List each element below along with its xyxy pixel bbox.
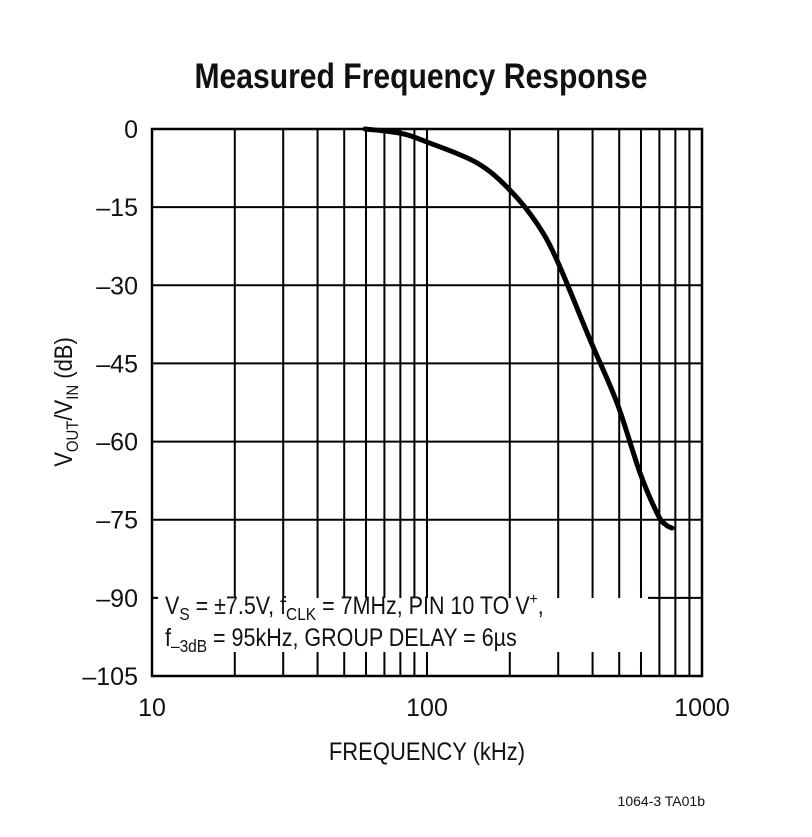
y-tick-label: –15: [96, 194, 138, 222]
chart-title: Measured Frequency Response: [194, 56, 647, 96]
series-line: [362, 126, 675, 531]
y-tick-label: –30: [96, 272, 138, 300]
x-axis-label: FREQUENCY (kHz): [329, 738, 525, 766]
footnote: 1064-3 TA01b: [618, 793, 706, 809]
y-tick-label: –75: [96, 507, 138, 535]
y-tick-label: –105: [82, 663, 138, 691]
y-tick-label: –45: [96, 350, 138, 378]
x-tick-label: 100: [406, 694, 448, 722]
x-tick-label: 1000: [674, 694, 730, 722]
y-tick-label: 0: [124, 116, 138, 144]
annotation-ticks: [233, 590, 642, 660]
annotation-line-2: f–3dB = 95kHz, GROUP DELAY = 6µs: [165, 623, 517, 656]
y-axis-label: VOUT/VIN (dB): [50, 337, 83, 467]
annotation-line-1: VS = ±7.5V, fCLK = 7MHz, PIN 10 TO V+,: [165, 590, 544, 624]
y-tick-label: –60: [96, 429, 138, 457]
x-tick-label: 10: [138, 694, 166, 722]
y-tick-label: –90: [96, 585, 138, 613]
annotation-background: [158, 590, 648, 660]
y-tick-labels: 0 –15 –30 –45 –60 –75 –90 –105: [82, 116, 138, 691]
plot-frame: [150, 127, 704, 678]
x-tick-labels: 10 100 1000: [138, 694, 730, 722]
